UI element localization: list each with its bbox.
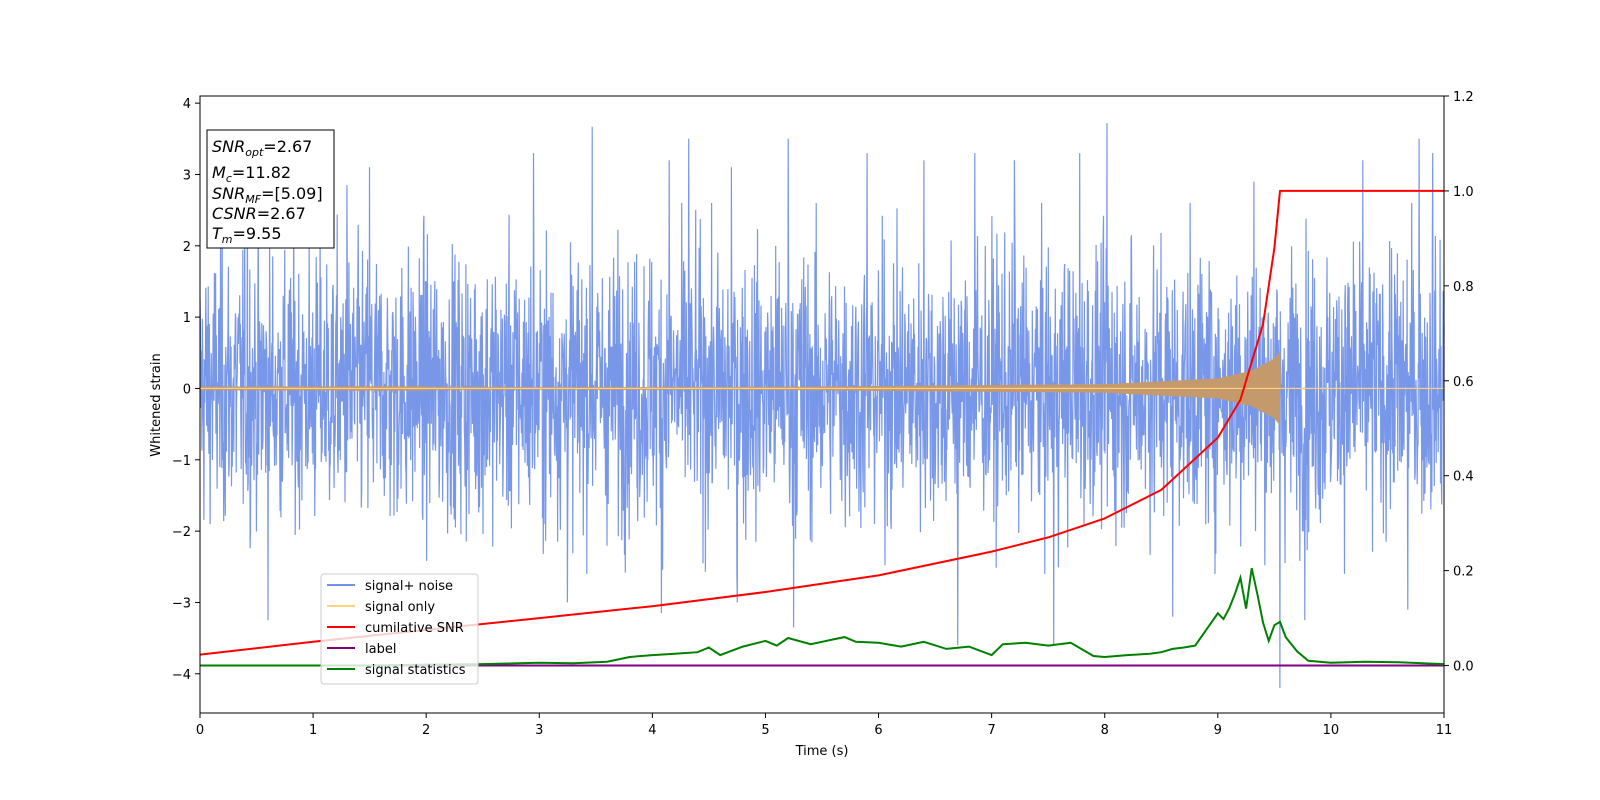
y-left-tick-label: −4 — [172, 668, 191, 683]
info-box-frame — [206, 129, 335, 249]
x-tick-label: 2 — [422, 723, 430, 738]
y-left-tick-label: 2 — [183, 240, 191, 255]
y-right-tick-label: 1.0 — [1453, 185, 1474, 200]
info-mc: Mc=11.82 — [212, 163, 291, 185]
x-tick-label: 6 — [874, 723, 882, 738]
y-left-tick-label: 1 — [183, 311, 191, 326]
x-tick-label: 5 — [761, 723, 769, 738]
signal-statistics-line — [200, 567, 1445, 667]
legend-label-signal: signal only — [365, 600, 435, 615]
y-left-tick-label: −2 — [172, 525, 191, 540]
cumulative-snr-series — [199, 189, 1444, 656]
x-tick-label: 4 — [648, 723, 656, 738]
y-right-tick-label: 0.6 — [1453, 375, 1474, 390]
x-tick-label: 8 — [1101, 723, 1109, 738]
x-tick-label: 0 — [196, 723, 204, 738]
x-axis-title: Time (s) — [795, 744, 849, 759]
legend-label-label: label — [365, 642, 396, 657]
legend-label-csnr: cumilative SNR — [365, 621, 464, 636]
x-tick-label: 11 — [1436, 723, 1453, 738]
info-csnr: CSNR=2.67 — [212, 204, 306, 223]
x-tick-label: 7 — [987, 723, 995, 738]
info-box: SNRopt=2.67 Mc=11.82 SNRMF=[5.09] CSNR=2… — [206, 129, 335, 249]
y-left-tick-label: −3 — [172, 596, 191, 611]
signal-only-line — [199, 351, 1444, 425]
y-left-tick-label: 4 — [183, 97, 191, 112]
signal-statistics-series — [200, 567, 1445, 667]
signal-only-series — [199, 351, 1444, 425]
info-snr-mf: SNRMF=[5.09] — [212, 184, 323, 206]
y-right-tick-label: 1.2 — [1453, 90, 1474, 105]
y-axis-left: 4 3 2 1 0 −1 −2 −3 −4 — [172, 97, 200, 683]
legend: signal+ noise signal only cumilative SNR… — [320, 573, 479, 685]
y-right-tick-label: 0.0 — [1453, 660, 1474, 675]
y-left-tick-label: −1 — [172, 454, 191, 469]
x-tick-label: 9 — [1214, 723, 1222, 738]
x-tick-label: 1 — [309, 723, 317, 738]
info-tm: Tm=9.55 — [212, 224, 282, 246]
y-axis-title: Whitened strain — [149, 353, 164, 456]
cumulative-snr-line — [199, 189, 1444, 656]
x-axis: 0 1 2 3 4 5 6 7 8 9 10 11 — [196, 713, 1452, 738]
plot-frame — [199, 95, 1445, 714]
legend-label-noise: signal+ noise — [365, 579, 453, 594]
y-right-tick-label: 0.2 — [1453, 565, 1474, 580]
legend-frame — [320, 573, 479, 685]
info-snr-opt: SNRopt=2.67 — [212, 137, 312, 159]
x-tick-label: 10 — [1323, 723, 1340, 738]
x-tick-label: 3 — [535, 723, 543, 738]
y-right-tick-label: 0.8 — [1453, 280, 1474, 295]
y-left-tick-label: 3 — [183, 168, 191, 183]
y-right-tick-label: 0.4 — [1453, 470, 1474, 485]
y-axis-right: 1.2 1.0 0.8 0.6 0.4 0.2 0.0 — [1444, 90, 1474, 675]
y-left-tick-label: 0 — [183, 382, 191, 397]
legend-label-stats: signal statistics — [365, 663, 466, 678]
